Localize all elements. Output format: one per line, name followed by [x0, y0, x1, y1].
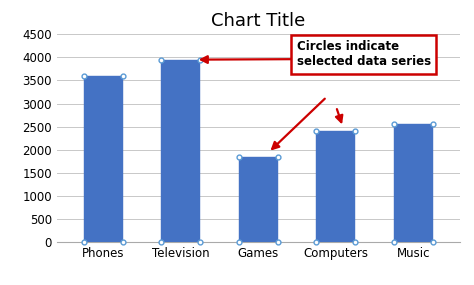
Bar	[317, 131, 355, 242]
Title: Chart Title: Chart Title	[211, 12, 305, 30]
Bar	[239, 157, 278, 242]
Bar	[162, 60, 200, 242]
Text: Circles indicate
selected data series: Circles indicate selected data series	[297, 40, 431, 68]
Bar	[394, 124, 433, 242]
Bar	[84, 76, 123, 242]
